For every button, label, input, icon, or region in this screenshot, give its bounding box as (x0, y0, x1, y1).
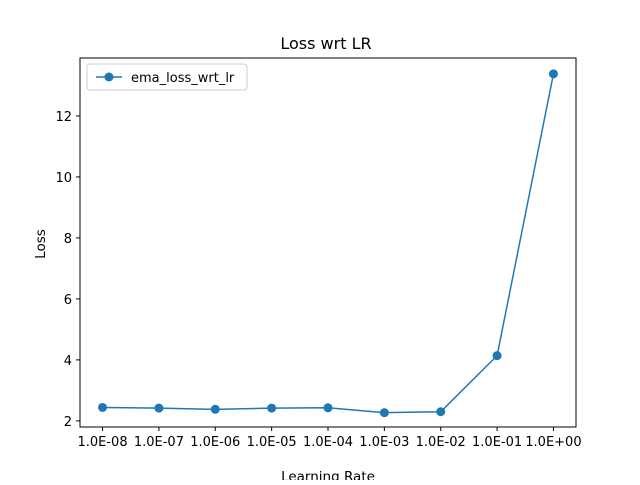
data-point (548, 69, 558, 79)
legend-label: ema_loss_wrt_lr (131, 71, 235, 86)
x-tick-label: 1.0E-06 (190, 435, 240, 450)
x-tick-label: 1.0E-05 (247, 435, 297, 450)
legend-marker (104, 72, 114, 82)
series-layer (98, 69, 558, 418)
data-point (379, 408, 389, 418)
x-tick-label: 1.0E-07 (134, 435, 184, 450)
x-tick-label: 1.0E+00 (525, 435, 581, 450)
data-point (154, 403, 164, 413)
y-tick-label: 2 (64, 415, 72, 430)
legend-box (86, 63, 248, 91)
y-axis-label: Loss (33, 229, 49, 259)
data-point (98, 402, 108, 412)
data-point (492, 351, 502, 361)
x-tick-label: 1.0E-03 (359, 435, 409, 450)
x-tick-label: 1.0E-08 (77, 435, 127, 450)
y-tick-label: 12 (55, 110, 72, 125)
data-point (210, 404, 220, 414)
chart-title: Loss wrt LR (280, 34, 371, 53)
y-axis-ticks: 2 4 6 8 10 12 (55, 110, 80, 430)
x-tick-label: 1.0E-04 (303, 435, 353, 450)
y-tick-label: 4 (64, 354, 72, 369)
x-axis-label: Learning Rate (281, 469, 375, 480)
y-tick-label: 6 (64, 293, 72, 308)
data-point (323, 403, 333, 413)
data-point (267, 403, 277, 413)
legend: ema_loss_wrt_lr (86, 63, 248, 91)
y-tick-label: 10 (55, 171, 72, 186)
x-tick-label: 1.0E-02 (416, 435, 466, 450)
data-point (436, 407, 446, 417)
x-axis-ticks: 1.0E-08 1.0E-07 1.0E-06 1.0E-05 1.0E-04 1.0E-… (77, 427, 582, 450)
y-tick-label: 8 (64, 232, 72, 247)
x-tick-label: 1.0E-01 (472, 435, 522, 450)
